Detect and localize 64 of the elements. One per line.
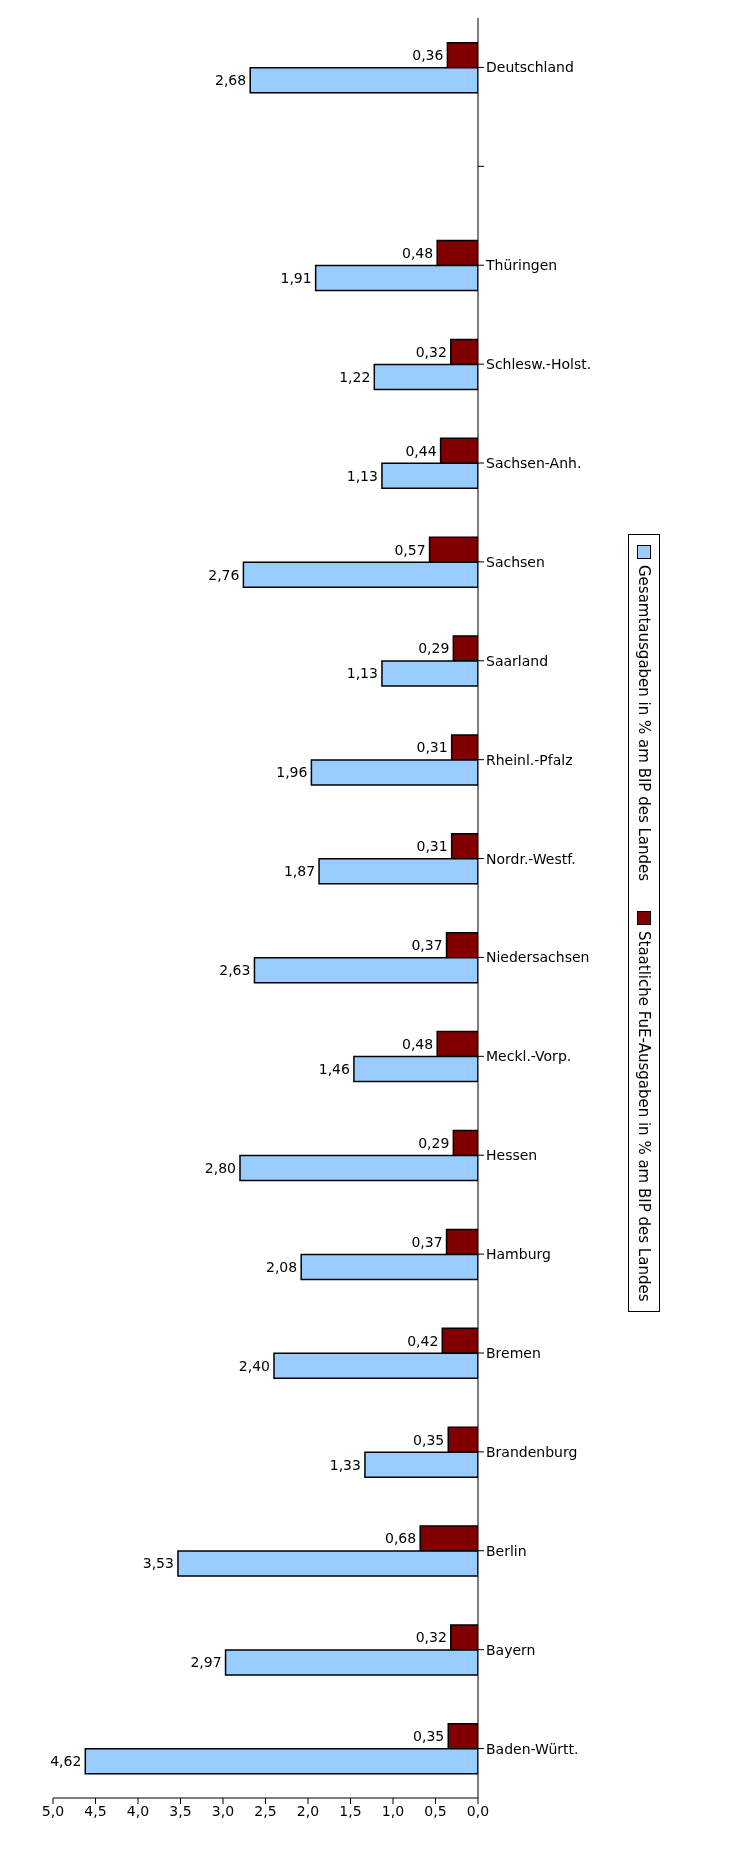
y-tick-label: Bremen [486, 1344, 541, 1361]
x-tick-label: 2,5 [254, 1802, 277, 1819]
y-tick-label: Sachsen [486, 553, 545, 570]
data-label: 0,36 [412, 47, 444, 64]
data-label: 0,57 [394, 541, 426, 558]
y-tick-label: Niedersachsen [486, 949, 590, 966]
legend-label: Staatliche FuE-Ausgaben in % am BIP des Landes [635, 930, 653, 1302]
x-tick-label: 1,5 [339, 1802, 362, 1819]
data-label: 0,48 [402, 244, 434, 261]
data-label: 0,31 [416, 739, 448, 756]
data-label: 2,80 [204, 1159, 236, 1176]
data-label: 1,13 [346, 665, 378, 682]
x-tick-label: 5,0 [41, 1802, 65, 1819]
data-label: 2,76 [208, 566, 240, 583]
data-label: 2,08 [266, 1258, 298, 1275]
y-tick-label: Thüringen [485, 257, 558, 274]
y-tick-label: Nordr.-Westf. [486, 850, 576, 867]
y-tick-label: Saarland [486, 652, 549, 669]
y-tick-label: Deutschland [486, 59, 574, 76]
data-label: 0,37 [411, 937, 443, 954]
y-tick-label: Hessen [486, 1147, 538, 1164]
y-tick-label: Bayern [486, 1641, 536, 1658]
data-label: 2,63 [219, 962, 251, 979]
data-label: 1,13 [346, 467, 378, 484]
data-label: 1,87 [283, 863, 316, 880]
y-tick-label: Rheinl.-Pfalz [486, 751, 573, 768]
x-tick-label: 0,0 [466, 1802, 490, 1819]
data-label: 0,32 [415, 343, 447, 360]
data-label: 0,31 [416, 838, 448, 855]
x-tick-label: 3,0 [211, 1802, 235, 1819]
data-label: 0,29 [418, 640, 450, 657]
data-label: 0,35 [413, 1728, 445, 1745]
y-tick-label: Sachsen-Anh. [486, 454, 582, 471]
data-label: 0,29 [418, 1134, 450, 1151]
data-label: 0,35 [413, 1431, 445, 1448]
y-tick-label: Berlin [486, 1542, 527, 1559]
y-tick-label: Hamburg [486, 1246, 551, 1263]
y-tick-label: Meckl.-Vorp. [486, 1048, 572, 1065]
data-label: 2,40 [238, 1357, 270, 1374]
data-label: 0,48 [402, 1036, 434, 1053]
data-label: 2,68 [215, 72, 247, 89]
data-label: 0,44 [405, 442, 437, 459]
data-label: 4,62 [50, 1753, 82, 1770]
data-label: 0,37 [411, 1233, 443, 1250]
x-tick-label: 4,5 [84, 1802, 107, 1819]
x-tick-label: 0,5 [424, 1802, 447, 1819]
data-label: 1,22 [339, 368, 371, 385]
data-label: 2,97 [190, 1654, 222, 1671]
x-tick-label: 1,0 [381, 1802, 405, 1819]
data-label: 1,46 [318, 1061, 350, 1078]
y-tick-label: Baden-Württ. [486, 1740, 579, 1757]
data-label: 1,33 [329, 1456, 361, 1473]
data-label: 3,53 [142, 1555, 174, 1572]
x-tick-label: 3,5 [169, 1802, 192, 1819]
data-label: 1,91 [280, 269, 312, 286]
y-tick-label: Brandenburg [486, 1443, 578, 1460]
data-label: 0,42 [407, 1332, 439, 1349]
y-tick-label: Schlesw.-Holst. [486, 356, 592, 373]
legend-label: Gesamtausgaben in % am BIP des Landes [635, 564, 653, 881]
data-label: 0,32 [415, 1629, 447, 1646]
data-label: 1,96 [276, 764, 308, 781]
x-tick-label: 2,0 [296, 1802, 320, 1819]
x-tick-label: 4,0 [126, 1802, 150, 1819]
data-label: 0,68 [385, 1530, 417, 1547]
